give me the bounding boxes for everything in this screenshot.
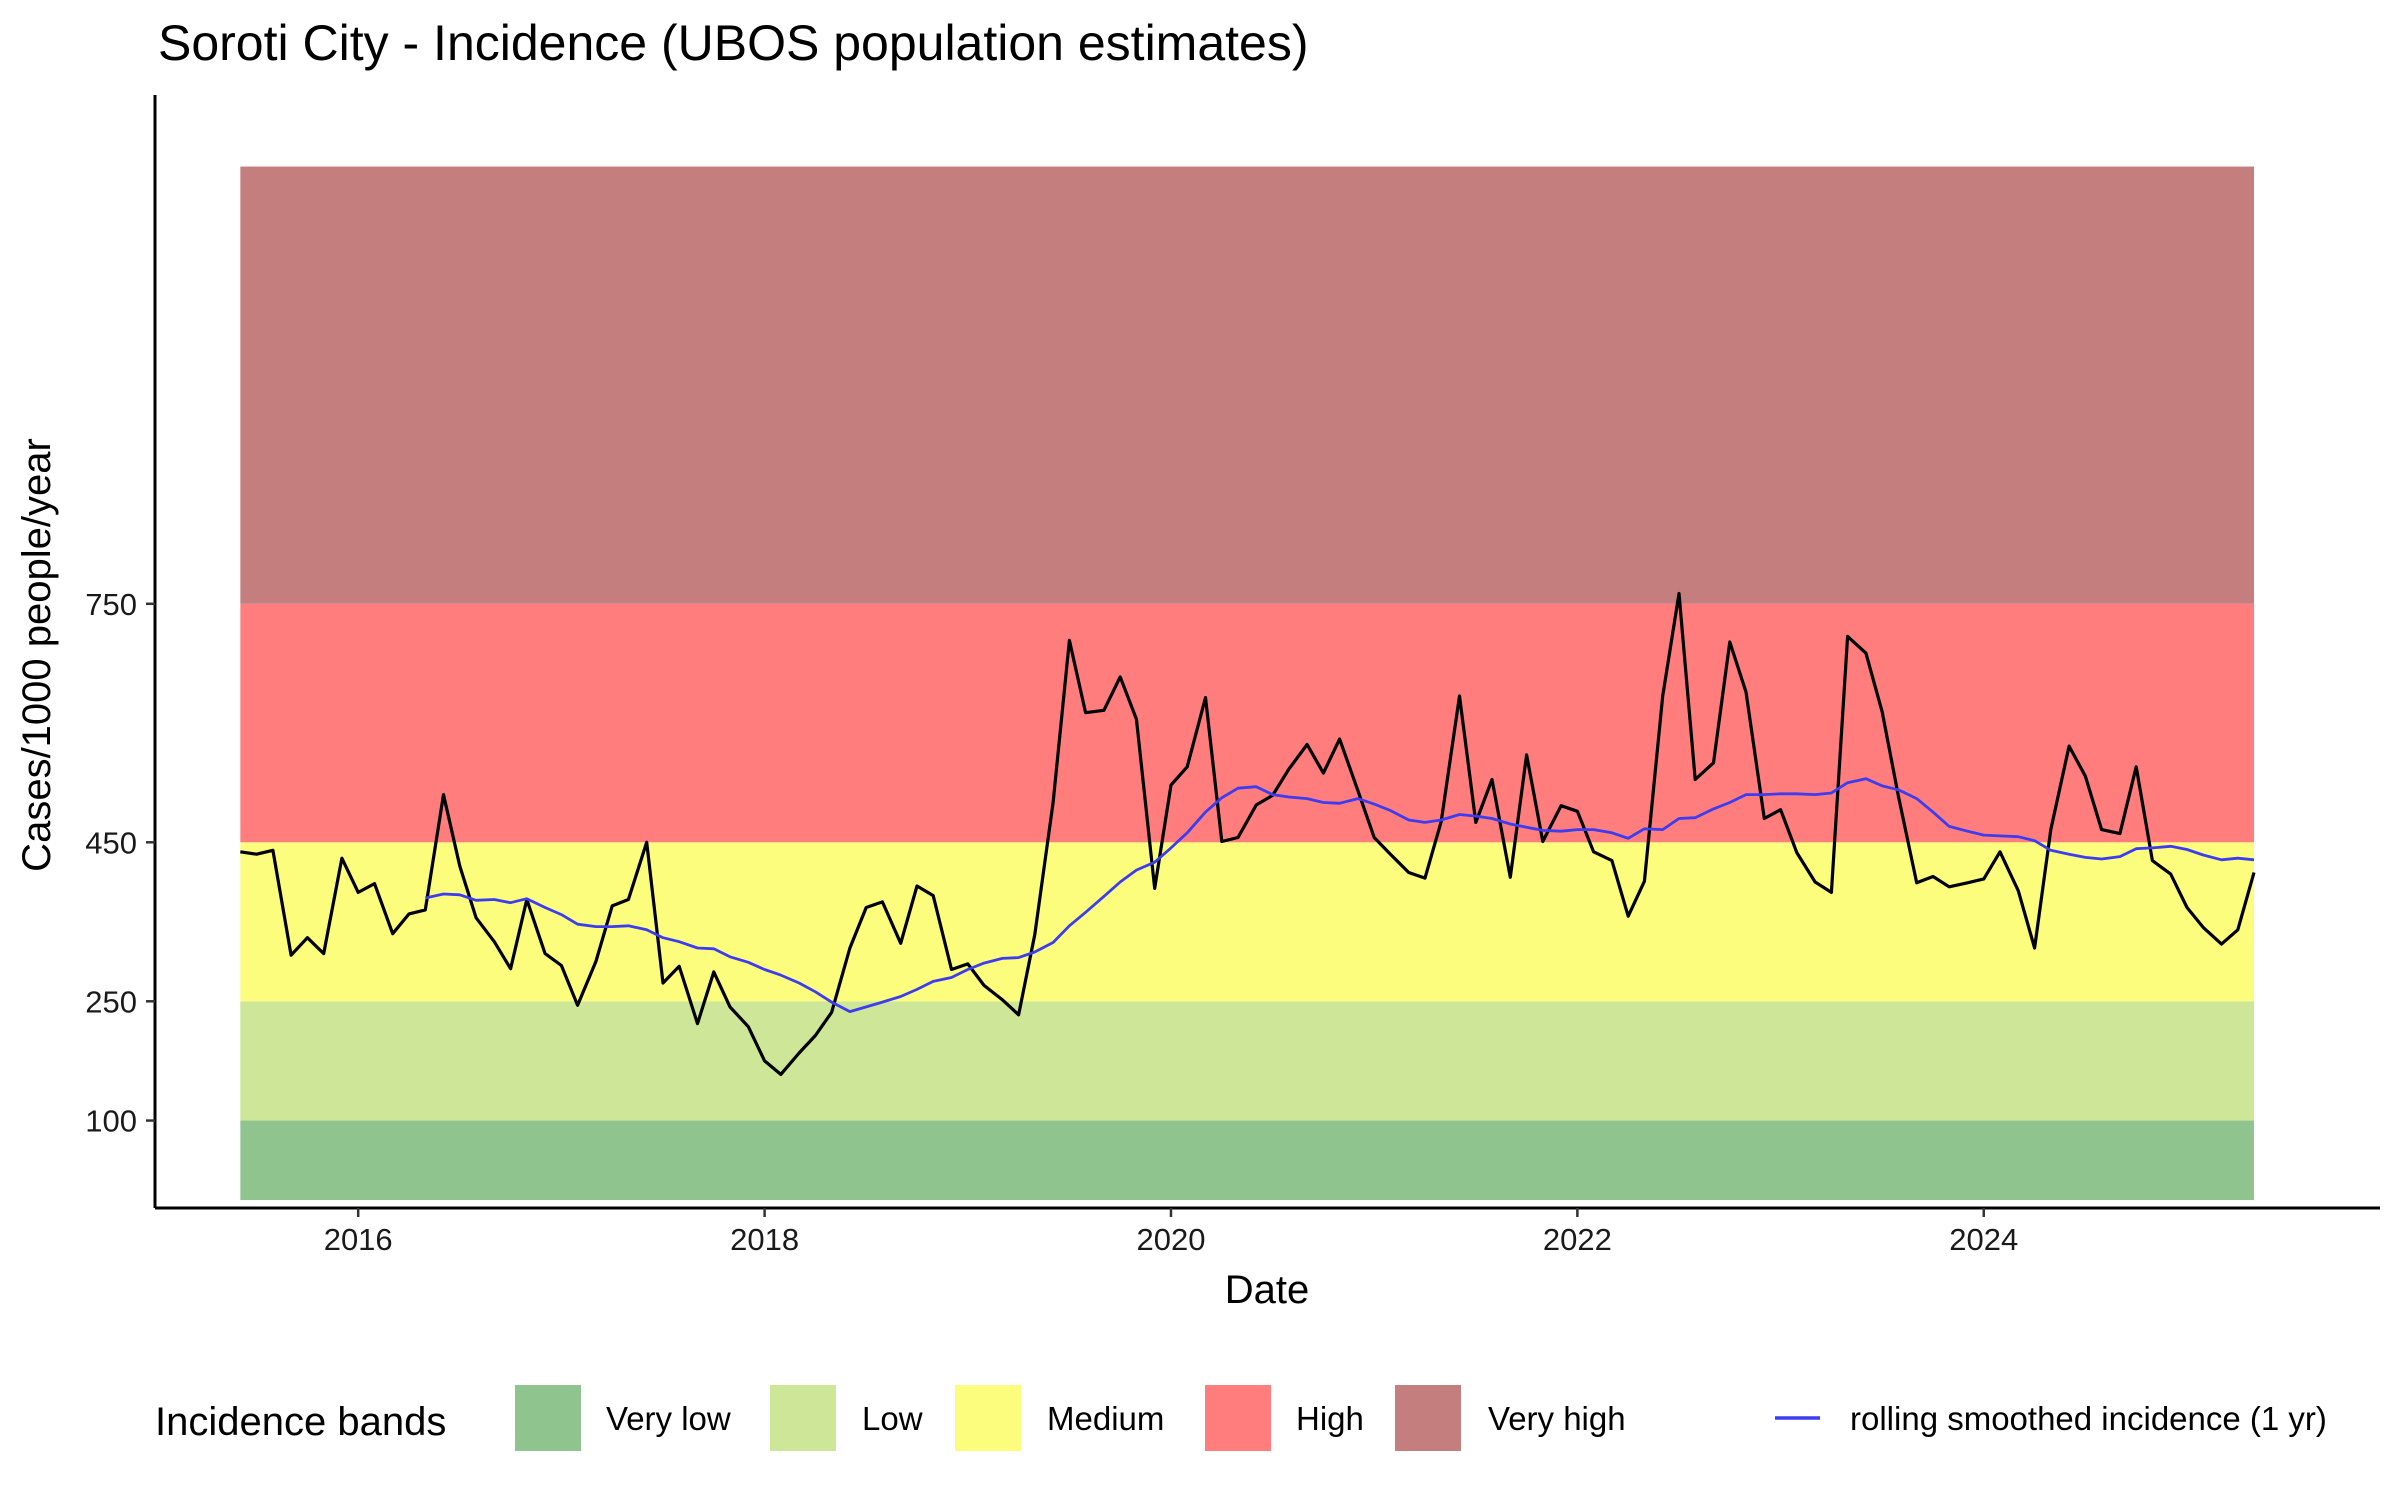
y-axis-title: Cases/1000 people/year [15, 438, 59, 872]
y-tick-label: 100 [85, 1104, 137, 1139]
y-tick-label: 250 [85, 984, 137, 1019]
rolling-smoothed-line [424, 777, 2255, 1013]
legend-title: Incidence bands [155, 1400, 446, 1444]
legend-key-high [1205, 1385, 1271, 1451]
y-tick-label: 750 [85, 587, 137, 622]
band-very-high [240, 166, 2255, 604]
incidence-line [240, 591, 2256, 1077]
axes: 2016 2018 2020 2022 2024 100 250 450 750 [85, 95, 2380, 1257]
legend-key-very-high [1395, 1385, 1461, 1451]
legend-key-very-low [515, 1385, 581, 1451]
legend-items: Very low Low Medium High Very high rolling sm… [515, 1385, 2327, 1451]
legend: Incidence bands Very low Low Medium High Ver… [155, 1385, 2327, 1451]
band-low [240, 1001, 2255, 1121]
y-tick-label: 450 [85, 825, 137, 860]
chart-title: Soroti City - Incidence (UBOS population… [158, 15, 1309, 71]
x-axis-title: Date [1225, 1268, 1310, 1312]
legend-key-medium [955, 1385, 1021, 1451]
legend-key-low [770, 1385, 836, 1451]
x-tick-label: 2020 [1136, 1222, 1205, 1257]
x-tick-label: 2022 [1543, 1222, 1612, 1257]
series-layer [240, 591, 2256, 1077]
x-tick-label: 2018 [730, 1222, 799, 1257]
legend-label: Low [862, 1400, 923, 1437]
band-medium [240, 842, 2255, 1002]
band-very-low [240, 1120, 2255, 1201]
legend-label: High [1296, 1400, 1364, 1437]
legend-label: Very high [1488, 1400, 1626, 1437]
legend-label: Medium [1047, 1400, 1164, 1437]
legend-label-rolling: rolling smoothed incidence (1 yr) [1850, 1400, 2327, 1437]
legend-label: Very low [606, 1400, 731, 1437]
x-tick-label: 2016 [324, 1222, 393, 1257]
band-high [240, 603, 2255, 843]
incidence-bands [240, 166, 2255, 1201]
x-tick-label: 2024 [1949, 1222, 2018, 1257]
